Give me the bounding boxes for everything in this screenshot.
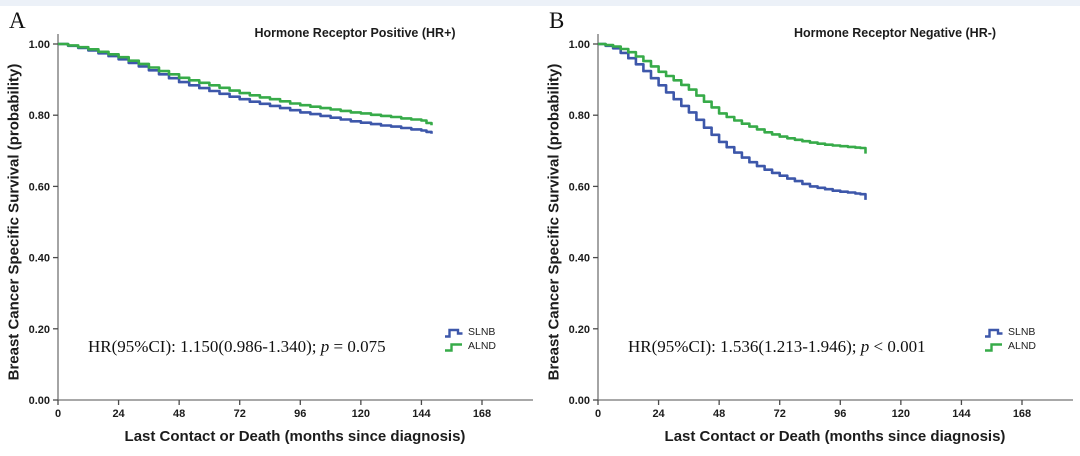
legend-item-alnd: ALND: [984, 340, 1036, 353]
svg-text:0.00: 0.00: [569, 395, 590, 407]
legend-item-alnd: ALND: [444, 340, 496, 353]
hr-ci-text: HR(95%CI): 1.536(1.213-1.946);: [628, 337, 861, 356]
svg-text:0.60: 0.60: [569, 181, 590, 193]
top-border-strip: [0, 0, 1080, 6]
chart-title-hr-negative: Hormone Receptor Negative (HR-): [793, 26, 997, 40]
svg-text:48: 48: [713, 408, 725, 420]
slnb-step-icon: [445, 328, 463, 338]
slnb-step-icon: [985, 328, 1003, 338]
svg-text:72: 72: [234, 408, 246, 420]
svg-text:168: 168: [473, 408, 491, 420]
svg-text:120: 120: [892, 408, 910, 420]
svg-text:0.80: 0.80: [569, 110, 590, 122]
panel-letter-a: A: [9, 8, 26, 33]
hr-ci-text: HR(95%CI): 1.150(0.986-1.340);: [88, 337, 321, 356]
svg-text:24: 24: [652, 408, 665, 420]
svg-text:0.40: 0.40: [29, 253, 50, 265]
legend: SLNB ALND: [984, 326, 1036, 353]
p-value: = 0.075: [329, 337, 386, 356]
legend: SLNB ALND: [444, 326, 496, 353]
legend-label-slnb: SLNB: [1008, 326, 1036, 339]
legend-label-alnd: ALND: [1008, 340, 1037, 353]
legend-item-slnb: SLNB: [984, 326, 1036, 339]
svg-text:48: 48: [173, 408, 185, 420]
svg-text:0.20: 0.20: [29, 324, 50, 336]
svg-text:0.20: 0.20: [569, 324, 590, 336]
svg-text:0: 0: [55, 408, 61, 420]
panel-letter-b: B: [549, 8, 565, 33]
alnd-step-icon: [445, 342, 462, 352]
svg-text:96: 96: [834, 408, 846, 420]
panel-hr-negative: B Hormone Receptor Negative (HR-) Breast…: [540, 0, 1080, 456]
svg-text:0: 0: [595, 408, 601, 420]
x-axis-label: Last Contact or Death (months since diag…: [664, 428, 1006, 445]
svg-text:144: 144: [412, 408, 431, 420]
svg-text:168: 168: [1013, 408, 1031, 420]
hr-annotation: HR(95%CI): 1.536(1.213-1.946); p < 0.001: [628, 337, 926, 357]
p-symbol: p: [860, 337, 870, 356]
hr-annotation: HR(95%CI): 1.150(0.986-1.340); p = 0.075: [88, 337, 386, 357]
svg-text:24: 24: [112, 408, 125, 420]
panel-hr-positive: A Hormone Receptor Positive (HR+) Breast…: [6, 8, 533, 445]
svg-text:0.40: 0.40: [569, 253, 590, 265]
p-value: < 0.001: [869, 337, 926, 356]
svg-text:96: 96: [294, 408, 306, 420]
legend-label-slnb: SLNB: [468, 326, 496, 339]
svg-text:72: 72: [774, 408, 786, 420]
svg-text:1.00: 1.00: [29, 39, 50, 51]
km-plot-hr-positive: 0.00 0.20 0.40 0.60 0.80 1.00 0 24 48 72 96 120 144 1…: [29, 34, 533, 420]
svg-text:1.00: 1.00: [569, 39, 590, 51]
svg-text:0.80: 0.80: [29, 110, 50, 122]
legend-item-slnb: SLNB: [444, 326, 496, 339]
svg-text:0.60: 0.60: [29, 181, 50, 193]
svg-text:0.00: 0.00: [29, 395, 50, 407]
p-symbol: p: [320, 337, 330, 356]
svg-text:144: 144: [952, 408, 971, 420]
km-plot-hr-negative: 0.00 0.20 0.40 0.60 0.80 1.00 0 24 48 72 96 120 144 1…: [569, 34, 1073, 420]
legend-label-alnd: ALND: [468, 340, 497, 353]
x-axis-label: Last Contact or Death (months since diag…: [124, 428, 466, 445]
chart-title-hr-positive: Hormone Receptor Positive (HR+): [254, 26, 456, 40]
alnd-step-icon: [985, 342, 1002, 352]
svg-text:120: 120: [352, 408, 370, 420]
